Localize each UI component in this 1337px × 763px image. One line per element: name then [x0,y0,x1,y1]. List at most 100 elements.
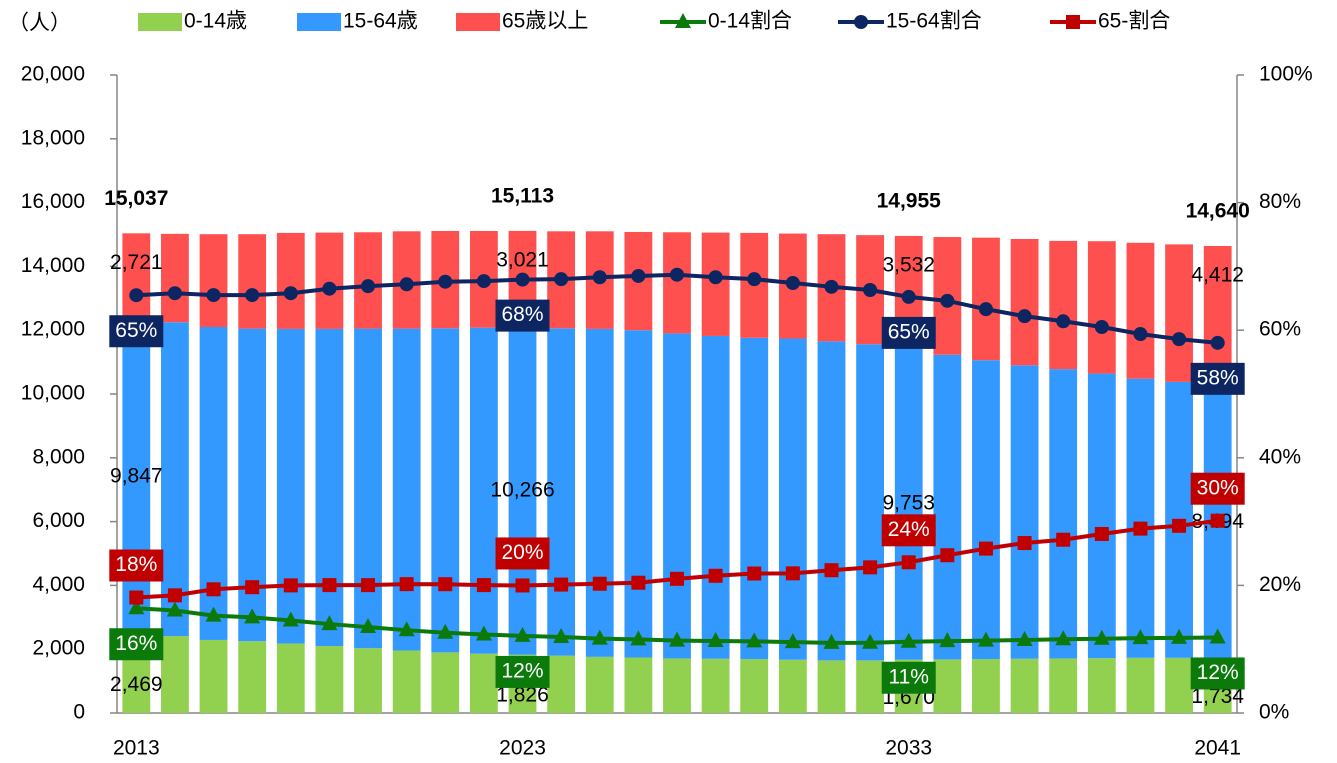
bar-segment [817,341,846,661]
bar-segment [199,234,228,328]
line-marker [554,577,569,592]
line-marker [670,571,684,586]
line-marker [1056,314,1071,329]
line-marker [438,577,453,592]
label-box [881,661,936,694]
y2-tick-label: 60% [1259,318,1301,341]
bar-segment [740,337,769,660]
line-marker [1093,629,1110,645]
y-tick-label: 16,000 [21,190,85,213]
y-tick-label: 18,000 [21,126,85,149]
data-label: 58% [1197,366,1239,389]
line-marker [437,623,454,639]
x-tick-label: 2033 [885,737,932,760]
data-label: 12% [1197,661,1239,684]
bar-segment [547,655,576,713]
line-marker [1133,521,1148,536]
line-marker [669,631,685,647]
line-marker [592,576,607,591]
legend-swatch [297,13,341,31]
y2-tick-label: 40% [1259,445,1301,468]
label-box [495,537,550,570]
line-marker [438,274,453,289]
data-label: 1,826 [496,683,549,706]
total-label: 15,037 [104,187,168,210]
line-marker [360,618,377,634]
line-marker [129,288,144,303]
bar-segment [392,328,421,651]
bar-segment [1126,657,1155,713]
data-label: 3,532 [882,253,935,276]
bar-segment [624,657,653,713]
legend-label: 0-14割合 [708,10,792,33]
bar-segment [1049,240,1078,370]
line-marker [978,302,993,317]
bar-segment [1087,241,1116,374]
data-label: 9,753 [882,492,935,515]
line-marker [1210,335,1225,350]
y-tick-label: 0 [73,701,85,724]
legend-marker [1066,15,1080,29]
bar-segment [276,232,305,329]
line-marker [785,566,800,581]
legend-label: 65歳以上 [502,10,588,33]
label-box [1190,362,1245,395]
x-tick-label: 2041 [1194,737,1241,760]
line-marker [1094,526,1109,541]
data-label: 9,847 [110,465,163,488]
line-marker [515,272,530,287]
line-marker [245,288,260,303]
line-marker [670,267,684,282]
line-marker [322,281,337,296]
line-marker [747,566,762,581]
data-label: 11% [888,665,928,688]
bar-segment [585,656,614,713]
bar-segment [894,348,923,660]
line-marker [283,578,298,593]
bar-segment [431,328,460,653]
y-tick-label: 12,000 [21,318,85,341]
y2-tick-label: 0% [1259,701,1289,724]
line-marker [514,626,531,642]
label-box [495,655,550,688]
line-marker [475,625,492,641]
line-marker [707,631,724,647]
y-tick-label: 6,000 [32,509,85,532]
y2-tick-label: 80% [1259,190,1301,213]
line-marker [747,272,762,287]
legend-label: 15-64割合 [886,10,982,33]
legend-swatch [138,13,182,31]
line-marker [863,283,878,298]
x-tick-label: 2013 [113,737,160,760]
data-label: 20% [502,541,544,564]
line-marker [785,275,800,290]
bar-segment [701,335,730,659]
line-marker [1055,630,1072,646]
line-marker [592,270,607,285]
line-marker [1172,332,1187,347]
line-marker [900,632,917,648]
data-label: 2,721 [110,251,163,274]
label-box [1190,472,1245,505]
data-label: 1,734 [1191,685,1244,708]
line-marker [515,578,530,593]
line-marker [206,288,221,303]
line-marker [476,274,491,289]
label-box [109,549,164,582]
line-marker [399,577,414,592]
legend-swatch [456,13,500,31]
line-marker [863,560,878,575]
bar-segment [663,333,691,659]
y2-tick-label: 100% [1259,63,1313,86]
legend-marker [854,15,868,29]
bar-segment [276,328,305,644]
bar-segment [199,639,228,713]
line-marker [1132,629,1149,645]
y-tick-label: 14,000 [21,254,85,277]
y2-tick-label: 20% [1259,573,1301,596]
label-box [881,316,936,349]
bar-segment [972,360,1000,660]
line-marker [167,286,182,301]
label-box [109,315,164,348]
